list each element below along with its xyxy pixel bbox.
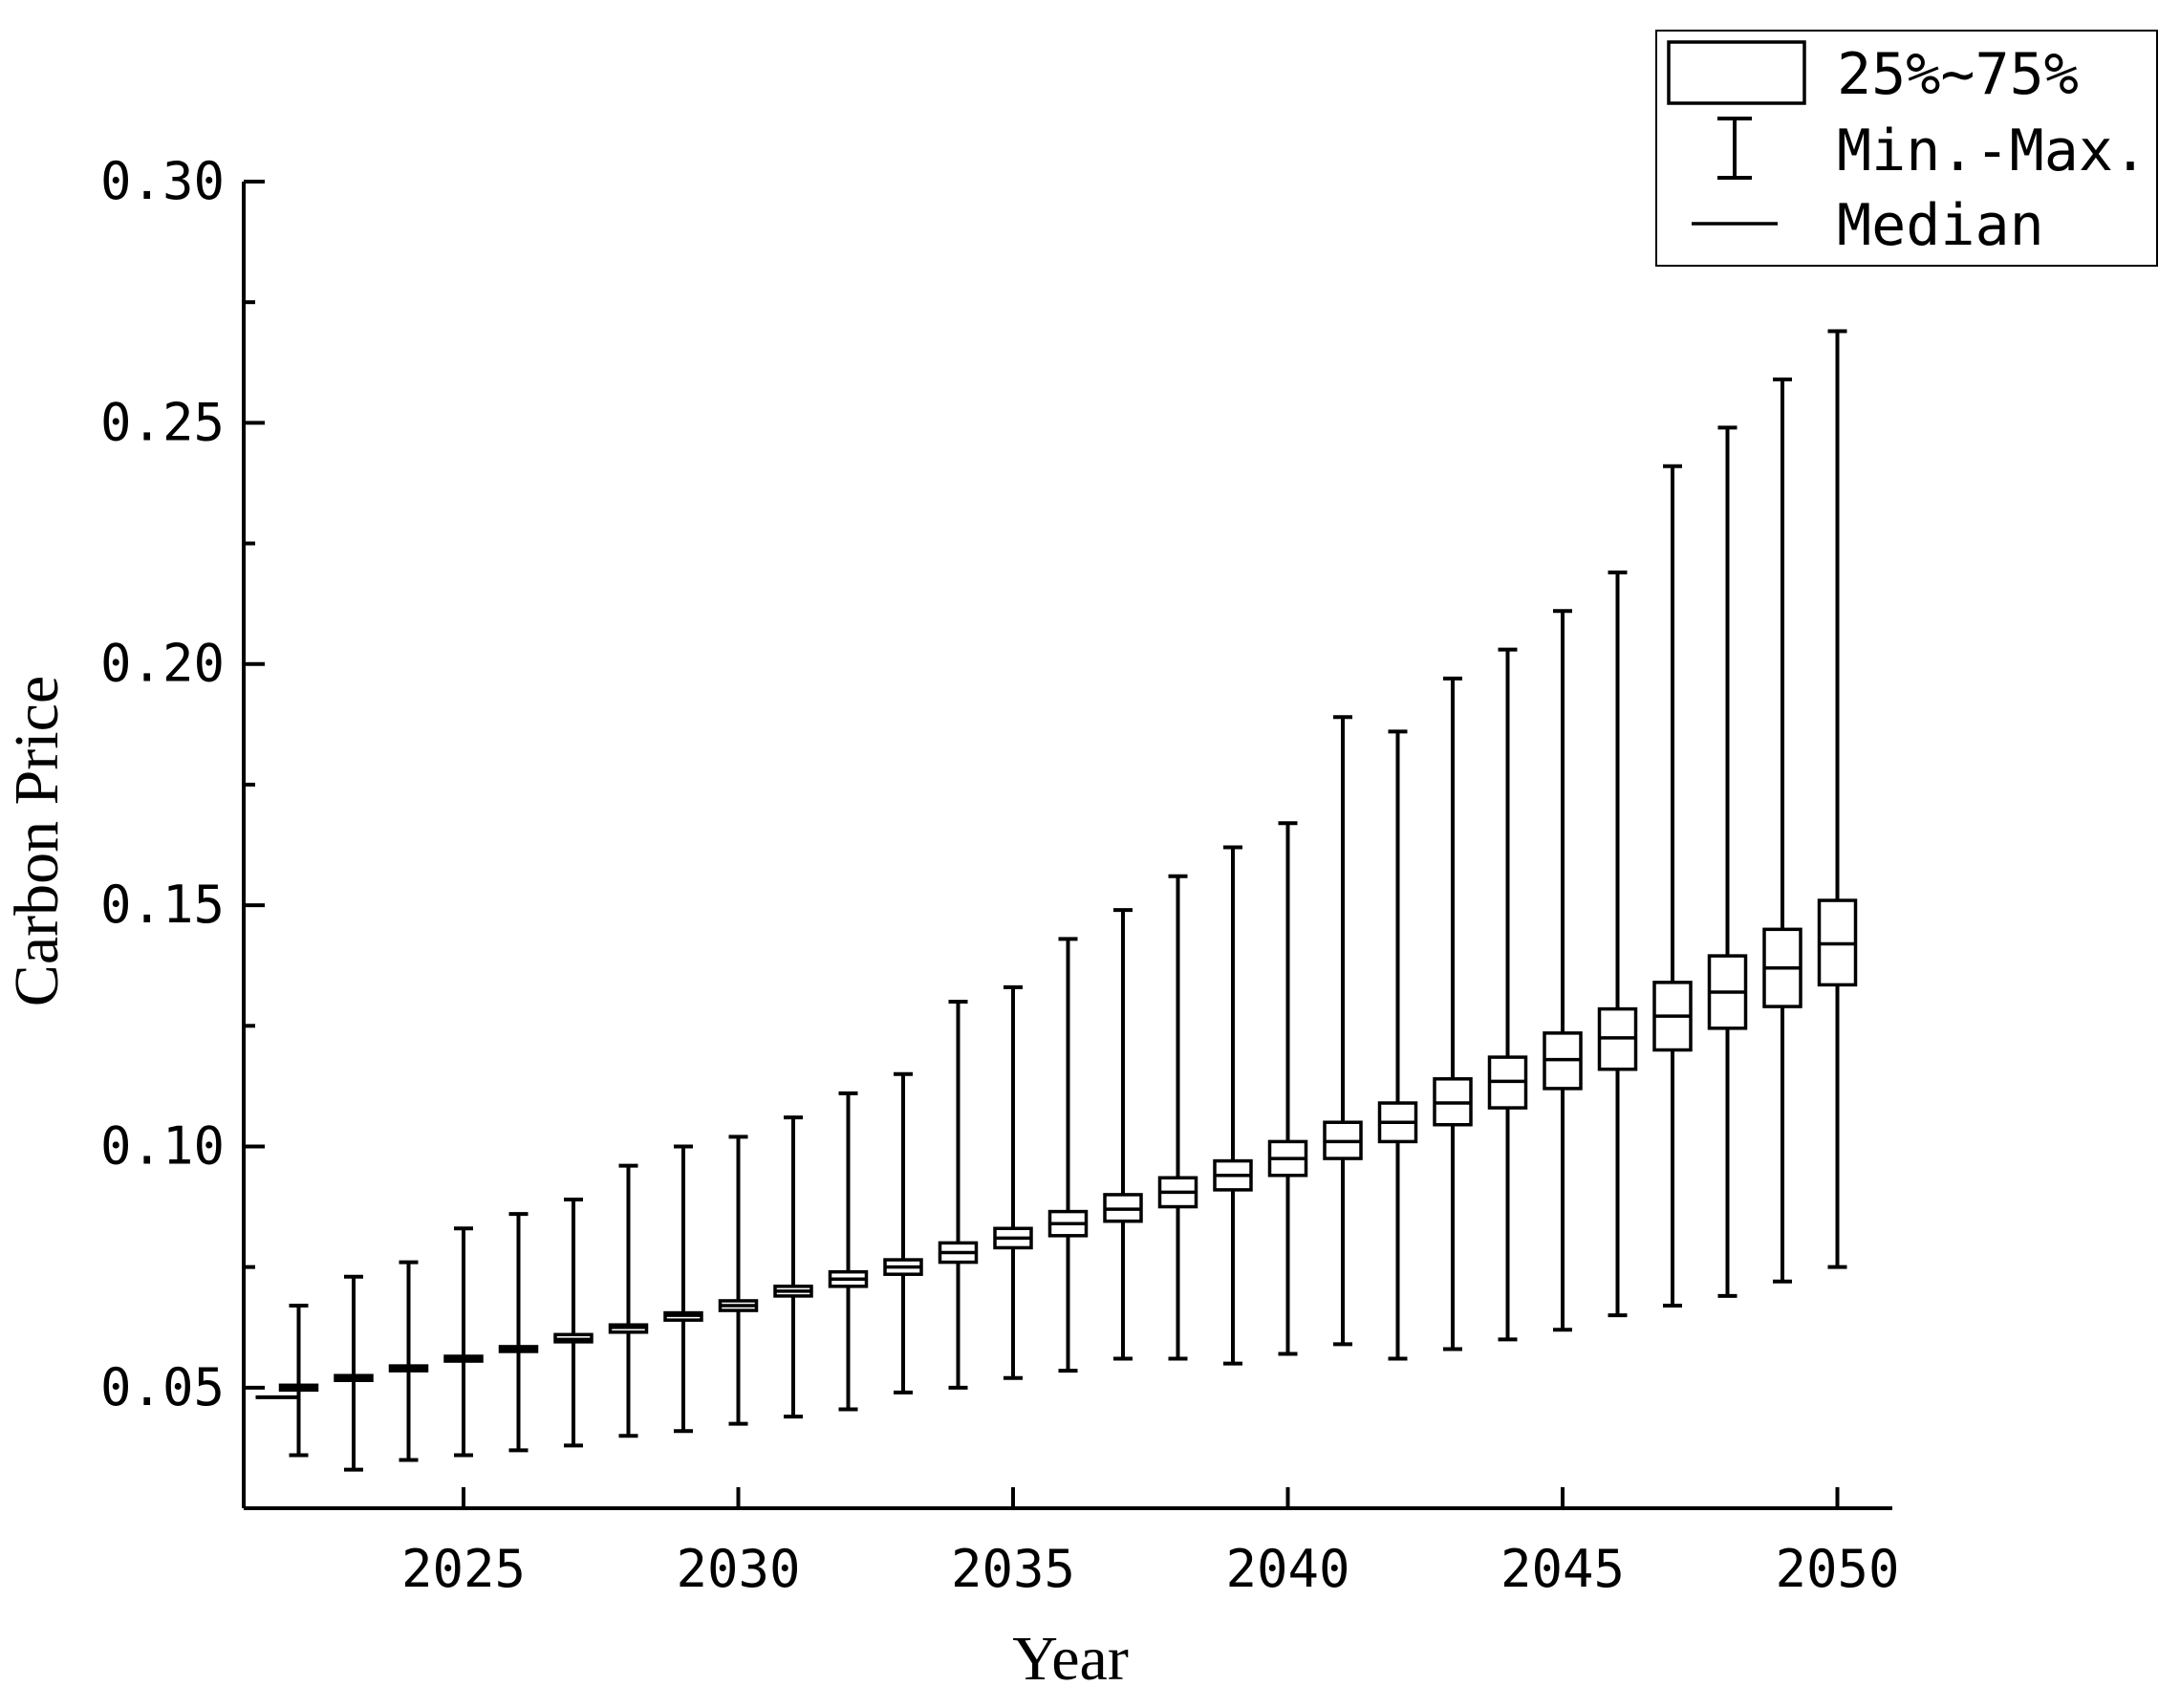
y-tick-label: 0.25 (100, 392, 225, 452)
y-tick-label: 0.30 (100, 151, 225, 211)
box-2036 (1047, 937, 1089, 1373)
y-tick-label: 0.05 (100, 1357, 225, 1417)
box-2032 (828, 1091, 869, 1412)
box-2031 (773, 1115, 813, 1419)
x-tick-label: 2040 (1225, 1539, 1349, 1599)
box-2028 (608, 1163, 649, 1438)
plot-area: 0.05 0.10 0.15 0.20 0.25 0.30 2025 2030 2035 2040… (100, 151, 1900, 1599)
box-2029 (663, 1144, 703, 1434)
y-axis-title: Carbon Price (2, 676, 72, 1006)
box-2038 (1157, 874, 1198, 1361)
y-tick-label: 0.15 (100, 875, 225, 935)
legend-box-swatch (1667, 40, 1806, 105)
box-2039 (1213, 845, 1253, 1366)
box-2044 (1487, 647, 1528, 1342)
x-tick-label: 2050 (1775, 1539, 1899, 1599)
boxes-layer (255, 329, 1858, 1472)
box-2024 (388, 1260, 429, 1462)
y-tick-label: 0.20 (100, 634, 225, 694)
legend-box-label: 25%~75% (1837, 41, 2079, 108)
box-2027 (553, 1197, 594, 1448)
legend-median-label: Median (1837, 192, 2044, 259)
box-2047 (1652, 464, 1693, 1308)
box-2022 (278, 1304, 319, 1458)
box-2035 (993, 984, 1033, 1380)
box-2033 (883, 1071, 923, 1395)
y-tick-label: 0.10 (100, 1115, 225, 1176)
box-2025 (443, 1226, 484, 1458)
box-2043 (1433, 676, 1473, 1351)
x-tick-label: 2035 (951, 1539, 1075, 1599)
legend-whisker-label: Min.-Max. (1837, 118, 2148, 184)
box-2040 (1267, 821, 1308, 1356)
box-2045 (1543, 609, 1583, 1332)
box-2037 (1103, 908, 1143, 1361)
x-tick-label: 2045 (1500, 1539, 1625, 1599)
box-2026 (498, 1212, 539, 1453)
box-2041 (1323, 715, 1363, 1347)
axes-layer: 0.05 0.10 0.15 0.20 0.25 0.30 2025 2030 2035 2040… (100, 151, 1900, 1599)
box-2030 (718, 1135, 759, 1426)
box-2042 (1377, 729, 1418, 1361)
box-2049 (1762, 377, 1802, 1284)
box-2034 (938, 1000, 979, 1390)
legend: 25%~75% Min.-Max. Median (1655, 30, 2158, 267)
box-2046 (1597, 570, 1638, 1318)
box-2048 (1707, 425, 1748, 1298)
legend-whisker-swatch (1717, 117, 1752, 180)
x-tick-label: 2030 (676, 1539, 800, 1599)
box-2050 (1817, 329, 1858, 1269)
x-tick-label: 2025 (401, 1539, 526, 1599)
x-axis-title: Year (1012, 1624, 1129, 1694)
box-2023 (334, 1274, 374, 1472)
